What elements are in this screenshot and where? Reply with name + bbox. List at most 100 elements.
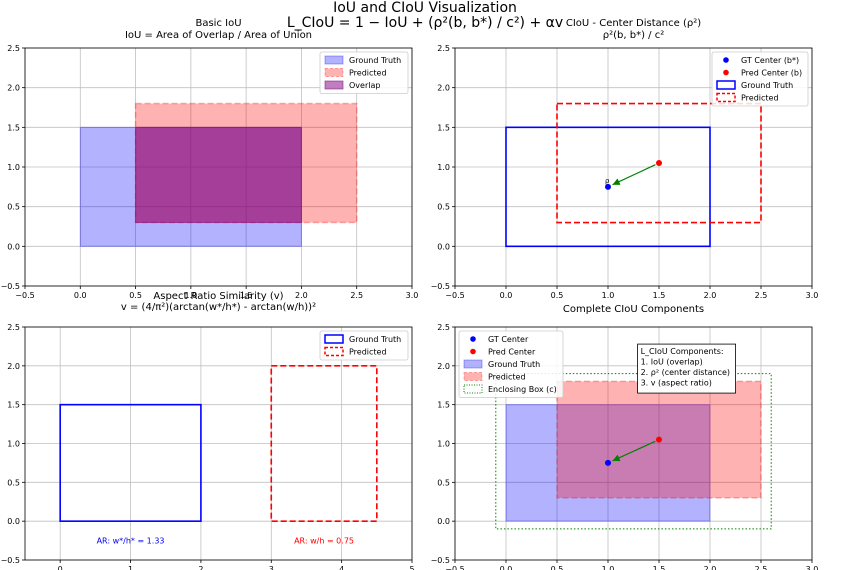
point-gt-center-b: [605, 183, 611, 190]
x-tick-label: 3.0: [406, 291, 419, 300]
point-pred-center-b: [656, 160, 662, 167]
x-tick-label: 2.5: [350, 291, 363, 300]
y-tick-label: 2.0: [437, 84, 450, 93]
x-tick-label: 0.5: [551, 565, 564, 570]
legend-label: Predicted: [741, 94, 779, 103]
legend-swatch: [324, 80, 344, 90]
legend-swatch: [463, 384, 483, 394]
x-tick-label: 0.5: [551, 291, 564, 300]
subplot-title: Complete CIoU Components: [563, 304, 704, 315]
ciou-info-box: L_CIoU Components: 1. IoU (overlap)2. ρ² …: [637, 343, 736, 394]
y-tick-label: 0.5: [7, 478, 20, 487]
legend: Ground Truth Predicted: [319, 330, 409, 361]
point-pred-center: [656, 436, 662, 443]
y-tick-label: 2.5: [437, 323, 450, 332]
y-tick-label: 1.5: [437, 401, 450, 410]
legend-label: Predicted: [488, 373, 526, 382]
center-distance-arrow: [612, 440, 656, 462]
x-tick-label: −0.5: [15, 291, 34, 300]
x-tick-label: 2: [198, 565, 203, 570]
y-tick-label: 1.5: [7, 401, 20, 410]
subplot-title: Basic IoU: [195, 18, 241, 29]
x-tick-label: 1.5: [240, 291, 253, 300]
box-predicted: [270, 365, 378, 522]
aspect-ratio-annotation: AR: w/h = 0.75: [294, 537, 354, 546]
legend-swatch: [716, 92, 736, 103]
info-box-frame: [637, 343, 736, 394]
aspect-ratio-annotation: AR: w*/h* = 1.33: [97, 537, 165, 546]
box-ground-truth: [505, 126, 711, 248]
x-tick-label: 1.0: [602, 565, 615, 570]
y-tick-label: −0.5: [431, 282, 450, 291]
x-tick-label: 0.5: [129, 291, 142, 300]
legend-swatch: [324, 68, 344, 77]
info-box-line: L_CIoU Components:: [641, 347, 724, 356]
x-tick-label: 0.0: [500, 565, 513, 570]
legend-label: Predicted: [349, 348, 387, 357]
x-tick-label: 1.0: [602, 291, 615, 300]
x-tick-label: 1: [128, 565, 133, 570]
x-tick-label: 3.0: [806, 565, 819, 570]
y-tick-label: 0.0: [7, 517, 20, 526]
y-tick-label: −0.5: [1, 556, 20, 565]
y-tick-label: 2.5: [437, 44, 450, 53]
y-tick-label: 0.5: [437, 478, 450, 487]
x-tick-label: 5: [409, 565, 414, 570]
subplot-subtitle: v = (4/π²)(arctan(w*/h*) - arctan(w/h))²: [121, 302, 316, 313]
legend-label: Enclosing Box (c): [488, 385, 557, 394]
y-tick-label: 1.0: [437, 440, 450, 449]
subplot-subtitle: IoU = Area of Overlap / Area of Union: [125, 30, 312, 41]
legend-label: Pred Center (b): [741, 69, 802, 78]
rho-label: ρ: [605, 177, 610, 185]
y-tick-label: 0.5: [7, 203, 20, 212]
y-tick-label: 0.0: [7, 242, 20, 251]
subplot-4: Complete CIoU Components −0.5 0.0 0.5 1.0 1.5…: [431, 304, 819, 570]
point-gt-center: [605, 459, 611, 466]
legend-swatch: [324, 346, 344, 357]
legend-marker: [470, 348, 476, 355]
legend-label: GT Center (b*): [741, 56, 799, 65]
x-tick-label: 3: [269, 565, 274, 570]
y-tick-label: 2.0: [437, 362, 450, 371]
figure-title: IoU and CIoU Visualization: [333, 0, 517, 16]
legend-label: Ground Truth: [741, 81, 793, 90]
info-box-line: 2. ρ² (center distance): [641, 368, 730, 377]
x-tick-label: 1.0: [184, 291, 197, 300]
y-tick-label: 1.5: [437, 123, 450, 132]
y-tick-label: 1.0: [7, 163, 20, 172]
y-tick-label: 2.0: [7, 362, 20, 371]
subplot-3: Aspect Ratio Similarity (v)v = (4/π²)(ar…: [1, 291, 415, 570]
info-box-line: 1. IoU (overlap): [641, 358, 703, 367]
box-enclosing-box-c: [495, 373, 772, 530]
x-tick-label: 4: [339, 565, 344, 570]
box-overlap: [135, 126, 302, 224]
info-box-line: 3. v (aspect ratio): [641, 379, 712, 388]
y-tick-label: 0.5: [437, 203, 450, 212]
y-tick-label: 2.5: [7, 323, 20, 332]
x-tick-label: 2.0: [295, 291, 308, 300]
y-tick-label: −0.5: [1, 282, 20, 291]
legend-swatch: [324, 55, 344, 65]
y-tick-label: 0.0: [437, 517, 450, 526]
legend-label: Predicted: [349, 69, 387, 78]
legend: GT Center (b*) Pred Center (b) Ground Trut…: [711, 51, 809, 107]
legend-frame: [319, 330, 409, 361]
legend-marker: [723, 69, 729, 76]
box-predicted: [556, 102, 762, 224]
subplot-title: Aspect Ratio Similarity (v): [153, 291, 283, 302]
x-tick-label: 1.5: [653, 565, 666, 570]
x-tick-label: −0.5: [445, 291, 464, 300]
x-tick-label: 0: [58, 565, 63, 570]
legend: Ground Truth Predicted Overlap: [319, 51, 409, 94]
y-tick-label: 1.5: [7, 123, 20, 132]
legend-label: Ground Truth: [488, 360, 540, 369]
legend-swatch: [324, 334, 344, 344]
x-tick-label: 0.0: [500, 291, 513, 300]
legend-swatch: [716, 80, 736, 90]
legend-frame: [711, 51, 809, 107]
subplot-title: CIoU - Center Distance (ρ²): [566, 18, 701, 29]
figure-formula: L_CIoU = 1 − IoU + (ρ²(b, b*) / c²) + αv: [286, 15, 564, 31]
x-tick-label: 2.0: [704, 565, 717, 570]
